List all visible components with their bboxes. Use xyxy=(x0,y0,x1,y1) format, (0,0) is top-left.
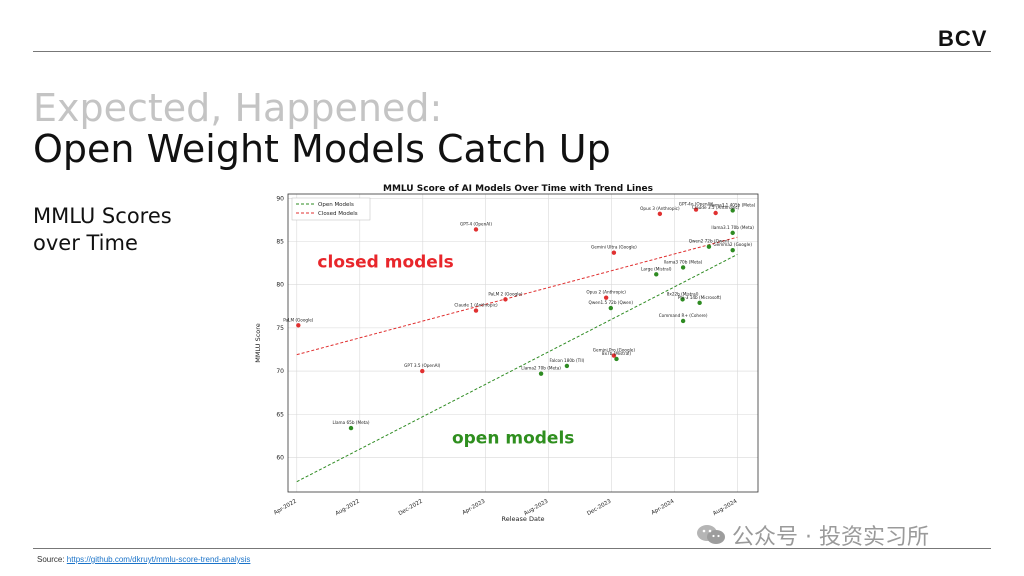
closed-model-label: GPT-4o (OpenAI) xyxy=(679,202,714,207)
open-model-label: Llama2 70b (Meta) xyxy=(521,366,561,371)
legend-closed-label: Closed Models xyxy=(318,211,358,217)
open-model-point xyxy=(538,371,544,376)
open-model-point xyxy=(564,363,570,369)
open-model-point xyxy=(706,244,712,249)
sidebar-caption-line1: MMLU Scores xyxy=(33,204,172,228)
open-model-label: Qwen1.5 72b (Qwen) xyxy=(589,300,634,305)
closed-model-label: GPT-4 (OpenAI) xyxy=(460,221,492,226)
closed-model-point xyxy=(420,368,425,374)
open-model-label: 8x7b (Mistral) xyxy=(602,351,631,356)
open-model-point xyxy=(614,356,619,362)
mmlu-chart: MMLU Score of AI Models Over Time with T… xyxy=(248,176,776,528)
open-trend-line xyxy=(296,254,738,483)
points-layer xyxy=(296,207,735,431)
plot-frame xyxy=(287,193,759,493)
slide-title-line1: Expected, Happened: xyxy=(33,86,443,130)
open-model-label: llama3 70b (Meta) xyxy=(664,259,703,264)
open-model-point xyxy=(730,208,735,213)
closed-model-point xyxy=(611,250,617,255)
open-model-label: 8x22b (Mistral) xyxy=(667,291,699,296)
sidebar-caption-line2: over Time xyxy=(33,231,138,255)
open-model-label: Large (Mistral) xyxy=(641,266,672,271)
open-model-label: llama3.1 70b (Meta) xyxy=(711,225,754,230)
closed-model-point xyxy=(603,295,609,300)
closed-model-label: GPT 3.5 (OpenAI) xyxy=(404,363,441,368)
y-tick-label: 75 xyxy=(276,325,284,332)
slide-title-line2: Open Weight Models Catch Up xyxy=(33,127,611,171)
open-model-point xyxy=(654,272,659,277)
open-model-point xyxy=(680,318,686,324)
y-tick-label: 90 xyxy=(276,195,284,202)
open-model-point xyxy=(608,305,614,311)
source-label: Source: xyxy=(37,555,67,564)
closed-model-point xyxy=(713,210,718,216)
y-tick-label: 70 xyxy=(276,368,284,375)
watermark-text: 公众号 · 投资实习所 xyxy=(732,525,929,550)
legend-open-label: Open Models xyxy=(318,202,354,208)
open-model-point xyxy=(680,297,685,302)
closed-model-point xyxy=(611,353,617,358)
chart-title: MMLU Score of AI Models Over Time with T… xyxy=(383,184,653,194)
source-note: Source: https://github.com/dkruyt/mmlu-s… xyxy=(37,555,250,564)
chart-background xyxy=(248,176,776,528)
open-model-point xyxy=(680,265,686,270)
closed-model-point xyxy=(473,227,479,232)
open-model-point xyxy=(348,425,354,431)
closed-model-point xyxy=(503,297,508,302)
closed-trend-line xyxy=(296,236,738,356)
y-tick-label: 65 xyxy=(276,411,284,418)
open-model-label: Llama 65b (Meta) xyxy=(332,420,369,425)
open-model-label: Falcon 180b (TII) xyxy=(549,358,584,363)
wechat-icon xyxy=(697,525,725,544)
y-axis-label: MMLU Score xyxy=(254,323,262,363)
chart-legend: Open Models Closed Models xyxy=(291,197,371,221)
annotation-closed-models: closed models xyxy=(317,252,453,272)
labels-layer: Llama 65b (Meta) Llama2 70b (Meta) Falcon … xyxy=(283,202,755,426)
y-tick-label: 85 xyxy=(276,239,284,246)
open-model-point xyxy=(697,300,702,306)
watermark: 公众号 · 投资实习所 xyxy=(696,519,929,551)
closed-model-point xyxy=(296,323,301,328)
mmlu-chart-svg: MMLU Score of AI Models Over Time with T… xyxy=(248,176,776,528)
closed-model-label: Opus 2 (Anthropic) xyxy=(586,290,626,295)
closed-model-point xyxy=(693,207,699,212)
open-model-point xyxy=(730,247,735,253)
closed-model-point xyxy=(657,211,663,217)
closed-model-label: PaLM 2 (Google) xyxy=(488,291,523,296)
top-divider xyxy=(33,51,991,52)
grid-layer xyxy=(288,194,758,492)
y-tick-label: 80 xyxy=(276,282,284,289)
open-model-label: Command R+ (Cohere) xyxy=(659,313,708,318)
annotation-layer: closed models open models xyxy=(317,252,574,448)
brand-logo: BCV xyxy=(938,26,988,51)
y-tick-label: 60 xyxy=(276,454,284,461)
source-link[interactable]: https://github.com/dkruyt/mmlu-score-tre… xyxy=(66,555,251,564)
x-axis-label: Release Date xyxy=(502,515,545,523)
open-model-point xyxy=(730,230,735,236)
annotation-open-models: open models xyxy=(452,429,574,449)
trend-layer xyxy=(296,236,738,483)
closed-model-label: Claude 1 (Anthropic) xyxy=(454,303,498,308)
open-model-label: Phi-3 14b (Microsoft) xyxy=(678,295,722,300)
closed-model-label: PaLM (Google) xyxy=(283,317,314,322)
open-model-label: llama3.1 405b (Meta) xyxy=(710,202,756,207)
closed-model-label: Gemini Ultra (Google) xyxy=(591,245,637,250)
open-model-label: Qwen2 72b (Qwen) xyxy=(689,239,730,244)
closed-model-label: Opus 3 (Anthropic) xyxy=(640,206,680,211)
closed-model-label: Claude 3.5 (Anthropic) xyxy=(692,205,740,210)
closed-model-label: Gemini Pro (Google) xyxy=(593,348,636,353)
bottom-divider xyxy=(33,548,991,549)
closed-model-point xyxy=(473,308,479,313)
open-model-label: Gemma2 (Google) xyxy=(713,242,752,247)
